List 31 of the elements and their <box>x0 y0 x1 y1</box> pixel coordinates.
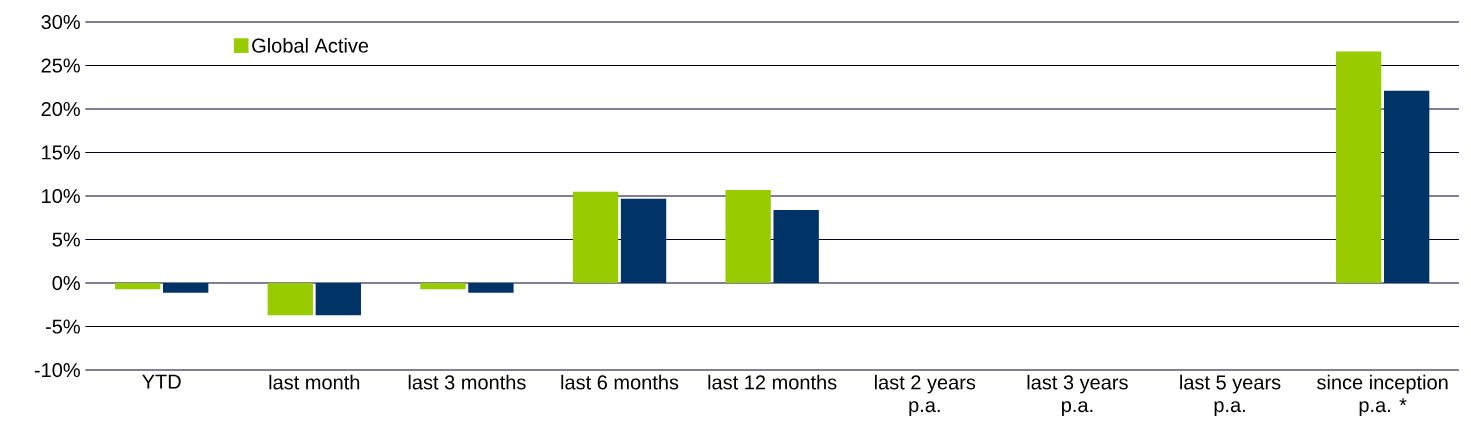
y-tick-label: -10% <box>34 362 80 378</box>
bar <box>468 283 514 293</box>
y-tick-label: 10% <box>42 188 80 204</box>
y-tick-label: 30% <box>41 14 80 30</box>
y-tick-label: 5% <box>52 232 80 247</box>
bar <box>1383 90 1430 284</box>
y-tick-label: 25% <box>41 58 80 73</box>
bar <box>1335 51 1382 284</box>
x-tick-label: last 3 months <box>408 374 526 390</box>
x-tick-label: YTD <box>142 374 181 389</box>
y-tick-label: 20% <box>41 101 80 117</box>
bar <box>420 283 466 290</box>
legend-label: Global Active <box>252 38 369 53</box>
x-tick-label: last 5 years p.a. <box>1180 374 1281 417</box>
x-tick-label: since inception p.a. * <box>1317 374 1448 417</box>
x-tick-label: last month <box>269 374 360 390</box>
bar <box>267 283 313 316</box>
y-tick-label: -5% <box>45 319 80 334</box>
y-tick-label: 0% <box>52 275 80 291</box>
x-tick-label: last 12 months <box>708 374 837 390</box>
x-tick-label: last 2 years p.a. <box>874 374 976 417</box>
y-tick-label: 15% <box>42 145 80 160</box>
bar <box>725 189 771 284</box>
bar <box>572 191 619 284</box>
x-tick-label: last 3 years p.a. <box>1027 374 1128 417</box>
bar <box>620 198 667 284</box>
bar <box>163 283 209 293</box>
x-tick-label: last 6 months <box>561 374 679 390</box>
bar <box>114 283 161 290</box>
bar <box>773 209 819 284</box>
bar <box>315 283 361 316</box>
